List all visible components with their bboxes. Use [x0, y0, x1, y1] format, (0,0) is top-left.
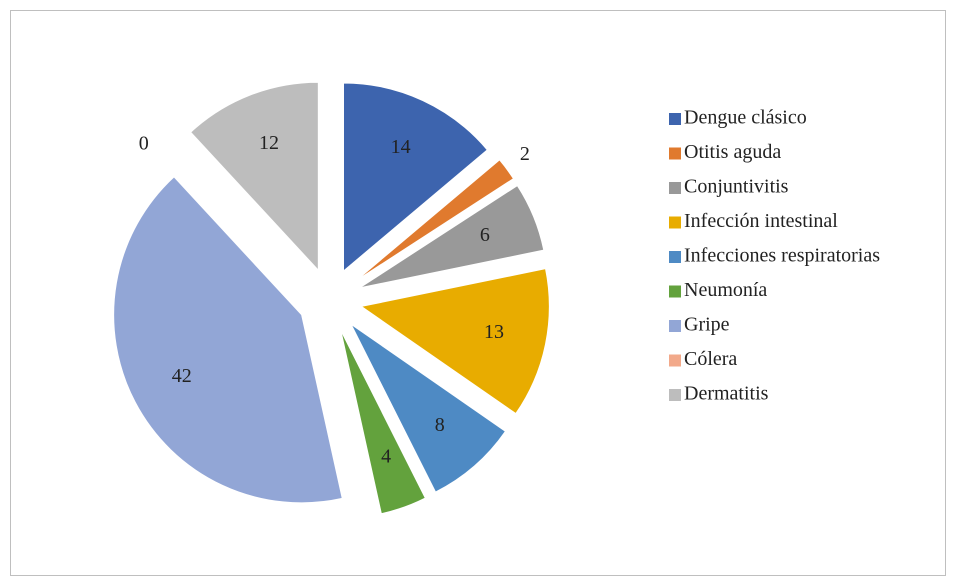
data-label: 13	[484, 321, 504, 343]
legend-swatch	[669, 354, 681, 367]
legend-swatch	[669, 389, 681, 401]
legend-swatch	[669, 251, 681, 263]
legend-label: Neumonía	[684, 279, 767, 301]
pie-slice	[113, 176, 343, 504]
pie-slice	[189, 81, 319, 272]
pie-slice	[359, 184, 545, 289]
data-label: 14	[391, 136, 411, 158]
legend-swatch	[669, 147, 681, 160]
data-label: 8	[435, 414, 445, 436]
legend-swatch	[669, 320, 681, 332]
legend-label: Infecciones respiratorias	[684, 245, 880, 267]
data-label: 12	[259, 132, 279, 154]
legend-swatch	[669, 182, 681, 194]
legend-label: Cólera	[684, 348, 737, 370]
data-label: 2	[520, 143, 530, 165]
legend-swatch	[669, 285, 681, 298]
legend-label: Infección intestinal	[684, 210, 838, 232]
data-label: 4	[381, 445, 391, 467]
pie-slice	[350, 323, 507, 493]
pie-slice	[340, 329, 426, 515]
legend-swatch	[669, 113, 681, 125]
legend-label: Gripe	[684, 314, 730, 336]
legend-label: Conjuntivitis	[684, 176, 789, 198]
data-label: 42	[172, 365, 192, 387]
pie-slice	[342, 82, 489, 273]
pie-slice	[355, 159, 515, 282]
data-label: 6	[480, 224, 490, 246]
data-label: 0	[139, 133, 149, 155]
legend-label: Dermatitis	[684, 383, 769, 405]
legend-label: Otitis aguda	[684, 141, 781, 163]
legend-swatch	[669, 216, 681, 229]
pie-slice	[360, 268, 550, 415]
legend-label: Dengue clásico	[684, 107, 807, 129]
